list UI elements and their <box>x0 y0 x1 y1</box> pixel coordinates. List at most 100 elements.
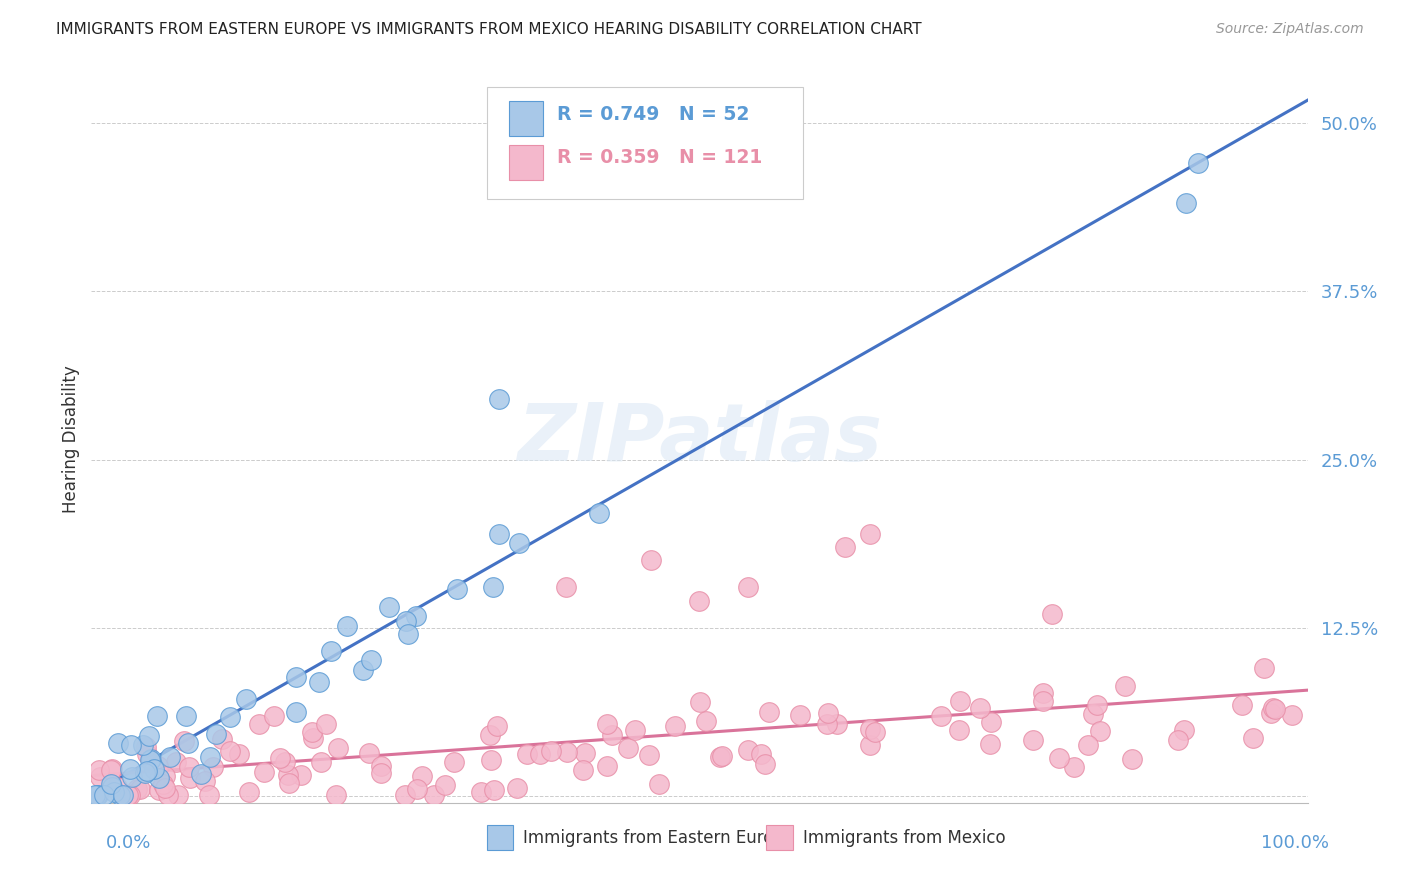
Point <box>859 722 882 736</box>
Point <box>1261 700 1284 714</box>
Point <box>121 770 143 784</box>
Point <box>228 747 250 761</box>
Point <box>815 717 838 731</box>
Point <box>624 723 647 737</box>
Point <box>1077 738 1099 752</box>
Point <box>197 788 219 802</box>
Point <box>125 781 148 796</box>
Point <box>352 663 374 677</box>
Point <box>301 731 323 745</box>
Point <box>153 769 176 783</box>
Point <box>128 781 150 796</box>
Point <box>406 782 429 797</box>
Point <box>554 581 576 595</box>
Point <box>516 747 538 762</box>
Point <box>284 705 307 719</box>
FancyBboxPatch shape <box>486 824 513 850</box>
Point <box>1081 707 1104 722</box>
Point <box>101 780 124 794</box>
Point <box>689 695 711 709</box>
Point <box>370 758 392 772</box>
Point <box>136 747 159 762</box>
Point <box>1121 752 1143 766</box>
Point <box>648 777 671 791</box>
Point <box>1230 698 1253 713</box>
Point <box>1260 706 1282 720</box>
Point <box>1175 196 1198 211</box>
Point <box>357 746 380 760</box>
Point <box>111 788 134 802</box>
Text: 0.0%: 0.0% <box>105 834 150 852</box>
Point <box>825 717 848 731</box>
Point <box>863 725 886 739</box>
Point <box>103 785 125 799</box>
Point <box>1253 661 1275 675</box>
Point <box>194 773 217 788</box>
Point <box>269 751 291 765</box>
Point <box>980 714 1002 729</box>
Point <box>179 760 201 774</box>
Point <box>948 723 970 737</box>
Point <box>1047 750 1070 764</box>
Point <box>148 771 170 785</box>
Point <box>360 652 382 666</box>
Point <box>1167 733 1189 747</box>
Point <box>1063 759 1085 773</box>
Point <box>177 735 200 749</box>
Point <box>148 782 170 797</box>
Point <box>308 675 330 690</box>
Point <box>506 780 529 795</box>
Point <box>1173 723 1195 737</box>
Point <box>328 741 350 756</box>
Text: Immigrants from Mexico: Immigrants from Mexico <box>803 829 1005 847</box>
Point <box>285 670 308 684</box>
FancyBboxPatch shape <box>486 87 803 200</box>
Point <box>1090 723 1112 738</box>
Point <box>139 753 162 767</box>
Point <box>135 764 157 778</box>
Point <box>479 753 502 767</box>
Point <box>574 746 596 760</box>
Point <box>370 765 392 780</box>
Point <box>173 733 195 747</box>
Point <box>405 608 427 623</box>
Point <box>138 730 160 744</box>
Point <box>1022 733 1045 747</box>
Point <box>929 708 952 723</box>
Point <box>1241 731 1264 745</box>
Point <box>488 526 510 541</box>
Point <box>201 759 224 773</box>
Point <box>758 705 780 719</box>
Point <box>107 736 129 750</box>
Text: ZIPatlas: ZIPatlas <box>517 401 882 478</box>
Point <box>253 764 276 779</box>
Point <box>325 788 347 802</box>
Point <box>508 535 530 549</box>
Text: Immigrants from Eastern Europe: Immigrants from Eastern Europe <box>523 829 794 847</box>
Point <box>205 727 228 741</box>
Point <box>112 788 135 802</box>
Point <box>89 770 111 784</box>
Point <box>93 788 115 802</box>
Point <box>588 506 610 520</box>
Point <box>595 759 617 773</box>
Point <box>100 763 122 777</box>
Point <box>247 716 270 731</box>
Point <box>443 756 465 770</box>
Point <box>394 788 416 802</box>
Point <box>378 600 401 615</box>
Point <box>1281 708 1303 723</box>
Point <box>488 392 510 406</box>
Point <box>395 614 418 628</box>
Point <box>87 788 110 802</box>
Point <box>238 785 260 799</box>
Point <box>482 580 505 594</box>
Point <box>152 777 174 791</box>
Point <box>695 714 717 728</box>
Point <box>319 644 342 658</box>
Point <box>301 724 323 739</box>
Point <box>396 626 419 640</box>
Point <box>146 758 169 772</box>
Text: 100.0%: 100.0% <box>1261 834 1329 852</box>
Point <box>529 747 551 762</box>
